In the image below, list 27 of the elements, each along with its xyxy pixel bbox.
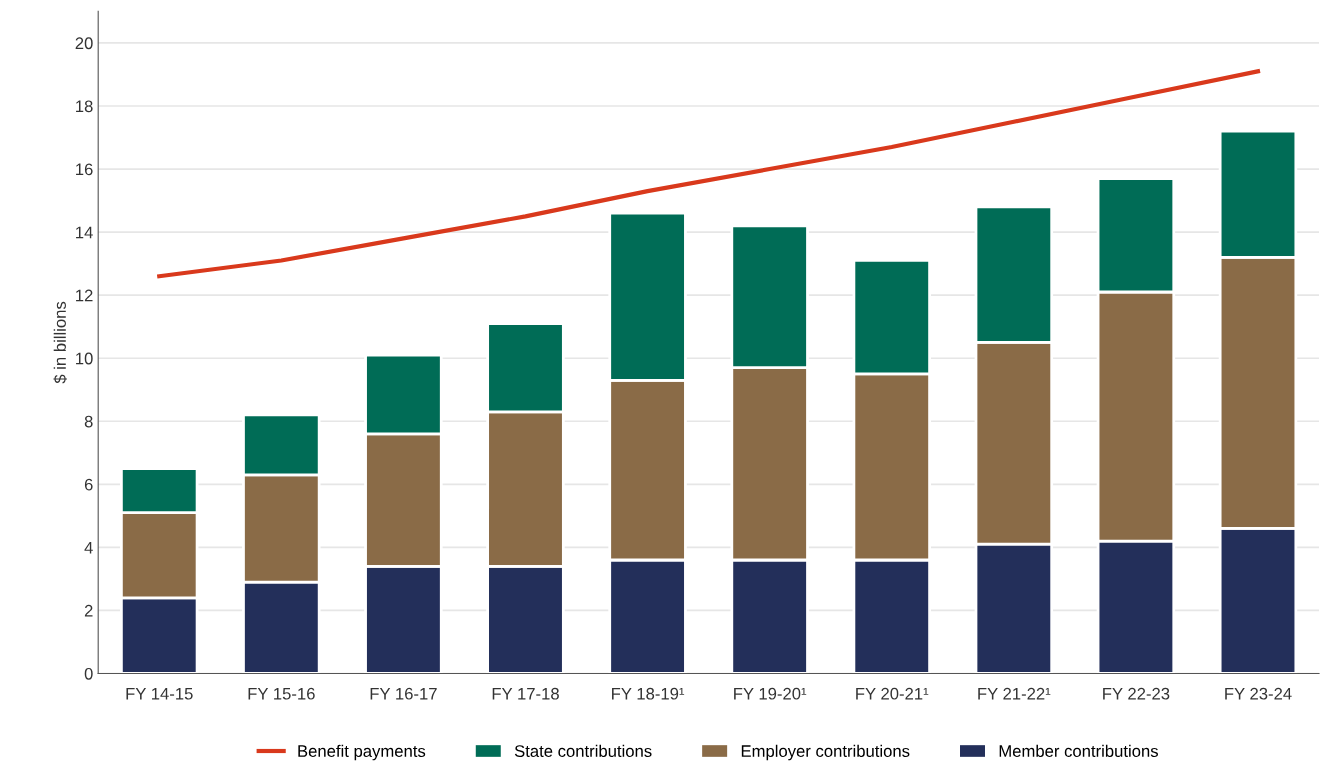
x-tick-label: FY 20-21¹ (856, 687, 929, 700)
y-tick-label: 18 (76, 100, 93, 113)
legend-label: Employer contributions (741, 744, 910, 761)
legend-label: State contributions (514, 744, 652, 757)
y-axis-title: $ in billions (53, 301, 67, 384)
x-tick-label: FY 19-20¹ (734, 687, 807, 700)
y-tick-label: 6 (84, 478, 93, 491)
x-tick-label: FY 16-17 (370, 687, 437, 700)
y-tick-label: 10 (76, 352, 93, 365)
x-tick-label: FY 15-16 (248, 687, 315, 700)
y-tick-label: 20 (75, 37, 93, 50)
line-series (157, 69, 1261, 279)
legend-label: Benefit payments (298, 744, 426, 761)
y-tick-label: 2 (84, 604, 93, 617)
legend-label: Member contributions (999, 744, 1158, 757)
y-tick-label: 14 (76, 226, 93, 239)
x-tick-label: FY 21-22¹ (978, 687, 1051, 700)
x-tick-label: FY 23-24 (1225, 687, 1292, 700)
y-tick-label: 16 (76, 163, 93, 176)
y-tick-label: 4 (84, 541, 93, 554)
x-tick-label: FY 18-19¹ (612, 687, 685, 700)
y-tick-label: 12 (76, 289, 93, 302)
x-tick-label: FY 17-18 (492, 687, 559, 700)
y-tick-label: 8 (84, 415, 93, 428)
x-tick-label: FY 14-15 (126, 687, 193, 700)
x-tick-label: FY 22-23 (1103, 687, 1170, 700)
y-tick-label: 0 (84, 667, 93, 680)
